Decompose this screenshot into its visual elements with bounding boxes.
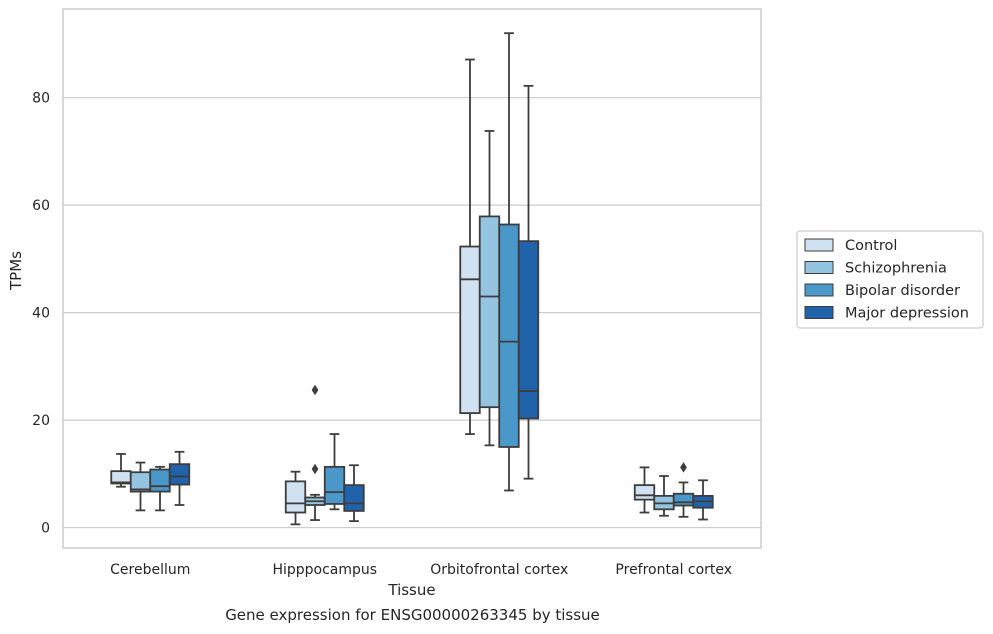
x-tick-label: Orbitofrontal cortex xyxy=(430,562,568,578)
iqr-box xyxy=(459,245,481,415)
iqr-box xyxy=(498,223,520,448)
box-schizophrenia xyxy=(129,461,152,512)
iqr-box xyxy=(168,463,191,486)
box-bipolar-disorder xyxy=(498,32,520,492)
iqr-box xyxy=(478,215,501,409)
box-bipolar-disorder xyxy=(323,433,346,511)
outlier-point xyxy=(311,384,319,396)
legend-label: Bipolar disorder xyxy=(845,283,960,299)
legend-label: Control xyxy=(845,238,897,254)
iqr-box xyxy=(672,492,695,507)
box-major-depression xyxy=(517,84,540,480)
legend-swatch xyxy=(804,238,834,252)
legend-swatch xyxy=(804,261,834,274)
iqr-box xyxy=(323,465,346,505)
chart-caption: Gene expression for ENSG00000263345 by t… xyxy=(225,606,600,624)
box-major-depression xyxy=(343,464,365,523)
legend-swatch xyxy=(804,283,834,297)
legend-swatch xyxy=(804,306,834,319)
box-bipolar-disorder xyxy=(672,462,695,518)
outlier-point xyxy=(311,463,319,475)
box-control xyxy=(459,58,481,435)
iqr-box xyxy=(633,484,656,501)
iqr-box xyxy=(517,240,540,420)
y-tick-label: 40 xyxy=(32,306,50,322)
iqr-box xyxy=(284,480,307,514)
x-tick-label: Cerebellum xyxy=(110,562,190,578)
legend-frame xyxy=(796,230,984,329)
y-tick-label: 80 xyxy=(32,91,50,107)
x-tick-label: Prefrontal cortex xyxy=(615,562,732,578)
iqr-box xyxy=(343,484,365,512)
box-control xyxy=(633,466,656,514)
box-schizophrenia xyxy=(478,130,501,447)
box-major-depression xyxy=(168,450,191,506)
plot-frame xyxy=(62,8,762,549)
y-tick-label: 0 xyxy=(41,521,50,537)
legend-label: Schizophrenia xyxy=(845,261,947,277)
outlier-point xyxy=(680,462,687,473)
y-axis-label: TPMs xyxy=(7,251,25,291)
y-tick-label: 20 xyxy=(32,413,50,429)
box-schizophrenia xyxy=(653,475,675,517)
iqr-box xyxy=(149,468,171,493)
x-tick-label: Hipppocampus xyxy=(272,562,377,578)
box-control xyxy=(110,453,132,488)
box-bipolar-disorder xyxy=(149,465,171,512)
box-control xyxy=(284,470,307,526)
legend-label: Major depression xyxy=(845,306,969,322)
y-tick-label: 60 xyxy=(32,198,50,214)
box-schizophrenia xyxy=(304,384,326,521)
x-axis-label: Tissue xyxy=(387,581,435,599)
box-major-depression xyxy=(692,479,714,521)
